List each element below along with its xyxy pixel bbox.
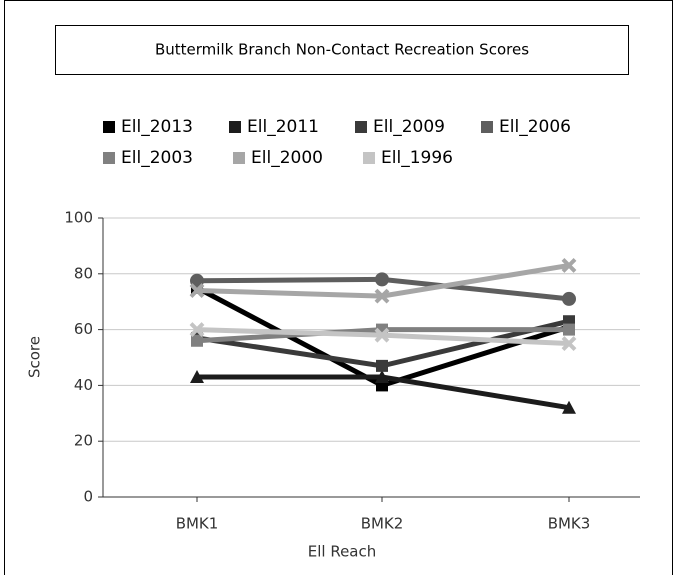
- legend-swatch: [481, 121, 493, 133]
- series: [191, 323, 575, 347]
- y-tick-label: 80: [74, 264, 93, 282]
- chart-frame: [4, 0, 673, 575]
- legend-swatch: [103, 152, 115, 164]
- point: [562, 291, 576, 306]
- point: [374, 288, 390, 304]
- legend-swatch: [233, 152, 245, 164]
- legend-swatch: [355, 121, 367, 133]
- legend-label: Ell_2011: [247, 117, 319, 137]
- point: [189, 283, 205, 298]
- point: [191, 334, 203, 347]
- legend-swatch: [103, 121, 115, 133]
- point: [561, 258, 577, 273]
- legend-label: Ell_2006: [499, 117, 571, 137]
- y-tick-label: 60: [74, 320, 93, 338]
- x-tick-label: BMK3: [548, 515, 591, 533]
- point: [189, 322, 205, 338]
- series: [190, 370, 576, 414]
- point: [375, 272, 389, 287]
- legend-label: Ell_2009: [373, 117, 445, 137]
- legend-label: Ell_2013: [121, 117, 193, 137]
- x-axis-label: Ell Reach: [308, 543, 377, 561]
- y-tick-label: 20: [74, 432, 93, 450]
- title-box: [55, 25, 629, 75]
- legend-label: Ell_2000: [251, 148, 323, 168]
- x-tick-label: BMK1: [176, 515, 219, 533]
- y-tick-label: 40: [74, 376, 93, 394]
- y-axis-label: Score: [26, 336, 44, 378]
- y-tick-label: 0: [83, 488, 93, 506]
- legend-swatch: [363, 152, 375, 164]
- y-tick-label: 100: [64, 209, 93, 227]
- series: [189, 322, 577, 351]
- point: [563, 323, 575, 336]
- series: [189, 258, 577, 304]
- point: [376, 359, 388, 372]
- legend-label: Ell_1996: [381, 148, 453, 168]
- chart-title: Buttermilk Branch Non-Contact Recreation…: [155, 41, 529, 59]
- legend-swatch: [229, 121, 241, 133]
- point: [375, 370, 389, 384]
- point: [190, 370, 204, 384]
- point: [562, 400, 576, 414]
- point: [374, 327, 390, 343]
- point: [561, 336, 577, 351]
- x-tick-label: BMK2: [361, 515, 404, 533]
- legend-label: Ell_2003: [121, 148, 193, 168]
